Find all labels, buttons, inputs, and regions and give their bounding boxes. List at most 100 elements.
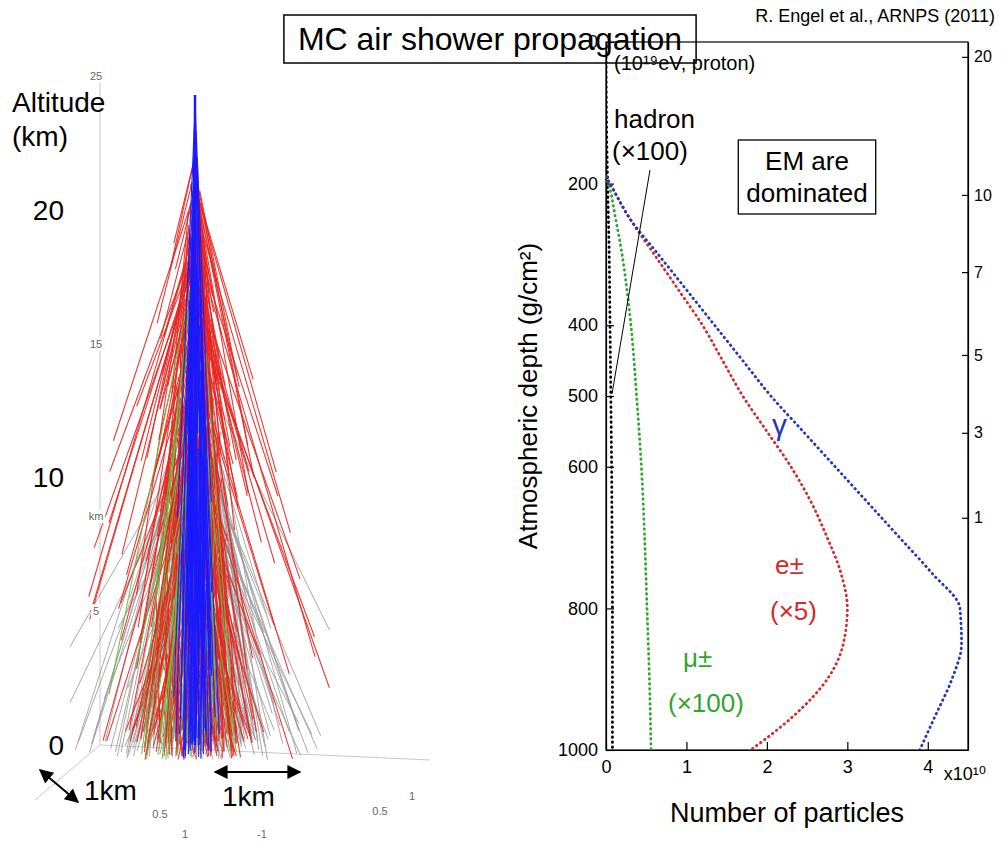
ground-tick-label-group: 1 [180, 827, 190, 841]
tick-label: 0 [48, 730, 64, 761]
tick: 1000 [558, 740, 614, 760]
label-patch [255, 827, 269, 841]
series-label: hadron [614, 104, 695, 134]
tick-label: 10 [974, 187, 992, 204]
tick: 1 [682, 742, 692, 777]
minor-tick-label-group: 25 [88, 69, 104, 83]
minor-tick-label: 5 [93, 605, 99, 617]
series-scale-note: (×5) [770, 596, 817, 626]
shower-track [191, 384, 193, 732]
scale-label: 1km [84, 775, 137, 806]
label-patch [91, 604, 101, 618]
annotation-box: EM aredominated [738, 140, 875, 214]
tick-mark [962, 272, 968, 273]
scale-arrow [40, 770, 78, 802]
shower-track [172, 718, 174, 744]
text-line: dominated [746, 178, 867, 208]
shower-track [119, 402, 179, 609]
tick-label: 800 [568, 599, 598, 619]
shower-track [188, 530, 190, 748]
text-line: (km) [12, 121, 68, 152]
scale-label: 1km [222, 781, 275, 812]
axis-line [968, 43, 969, 751]
axis-unit: km [89, 510, 104, 522]
tick-mark [962, 57, 968, 58]
source: R. Engel et al., ARNPS (2011) [755, 6, 995, 26]
tick-label: 600 [568, 457, 598, 477]
ground-tick-label: 1 [409, 790, 415, 802]
tick-label: 5 [974, 347, 983, 364]
shower-track [183, 486, 188, 757]
ground-tick-label: -1 [257, 828, 267, 840]
scale-arrow [215, 771, 300, 773]
tick-mark [686, 742, 687, 750]
shower-track [199, 192, 248, 446]
tick-label: 1 [682, 757, 692, 777]
tick: 3 [843, 742, 853, 777]
ground-tick-label-group: 0.5 [150, 807, 169, 821]
shower-track [197, 176, 212, 675]
ground-tick-label: 1 [182, 828, 188, 840]
text-line: EM are [765, 146, 849, 176]
y2-axis: 20 10 7 5 3 1 [962, 43, 992, 751]
tick: 400 [568, 315, 614, 335]
series-label: γ [772, 408, 787, 441]
tick-label: 200 [568, 174, 598, 194]
shower-track [176, 551, 182, 742]
label-patch [88, 337, 104, 351]
ground-tick-label-group: 0.5 [370, 804, 389, 818]
image-frame [35, 76, 430, 800]
annotation: EM aredominated [746, 146, 867, 208]
figure: MC air shower propagationAltitude(km)010… [0, 0, 1006, 845]
tick: 20 [962, 48, 992, 65]
tick-label: 4 [923, 757, 933, 777]
minor-tick-label: 25 [90, 70, 102, 82]
tick-mark [928, 742, 929, 750]
ground-tick-label: 0.5 [372, 805, 387, 817]
tick: 3 [962, 424, 983, 441]
shower-track [125, 633, 164, 731]
tick: 2 [762, 742, 772, 777]
tick-label: 20 [974, 48, 992, 65]
tick: 500 [568, 386, 614, 406]
subtitle: (10¹⁹eV, proton) [614, 52, 755, 74]
tick-mark [606, 750, 614, 751]
image-axis [100, 76, 101, 745]
tick-label: 3 [843, 757, 853, 777]
leader-line [612, 170, 650, 394]
tick-label: 20 [33, 195, 64, 226]
series-line [606, 177, 962, 750]
tick-label: 1 [974, 509, 983, 526]
minor-tick-label: 15 [90, 338, 102, 350]
tick: 5 [962, 347, 983, 364]
shower-track [198, 397, 206, 564]
series-line [606, 177, 847, 750]
shower-track [220, 660, 230, 750]
tick: 10 [962, 187, 992, 204]
series-scale-note: (×100) [668, 688, 744, 718]
tick: 800 [568, 599, 614, 619]
series-label: e± [775, 550, 804, 580]
series-label: μ± [683, 643, 712, 673]
tick-mark [962, 195, 968, 196]
label-patch [180, 827, 190, 841]
annotation-frame [738, 140, 875, 214]
plot-area [606, 42, 962, 750]
axis-line [607, 750, 969, 751]
text-line: Altitude [12, 87, 105, 118]
minor-tick-label-group: 15 [88, 337, 104, 351]
tick-label: 400 [568, 315, 598, 335]
tick-label: 7 [974, 264, 983, 281]
tick-label: 3 [974, 424, 983, 441]
tick-mark [847, 742, 848, 750]
axis-title: Altitude(km) [12, 87, 105, 152]
shower-track [202, 338, 314, 637]
shower-track [198, 372, 212, 670]
shower-tracks [70, 95, 330, 760]
tick-label: 10 [33, 462, 64, 493]
ground-tick-label-group: 1 [407, 789, 417, 803]
ground-tick-label: 0.5 [152, 808, 167, 820]
label-patch [87, 509, 106, 523]
tick: 7 [962, 264, 983, 281]
x-axis: 01234 [601, 742, 968, 777]
